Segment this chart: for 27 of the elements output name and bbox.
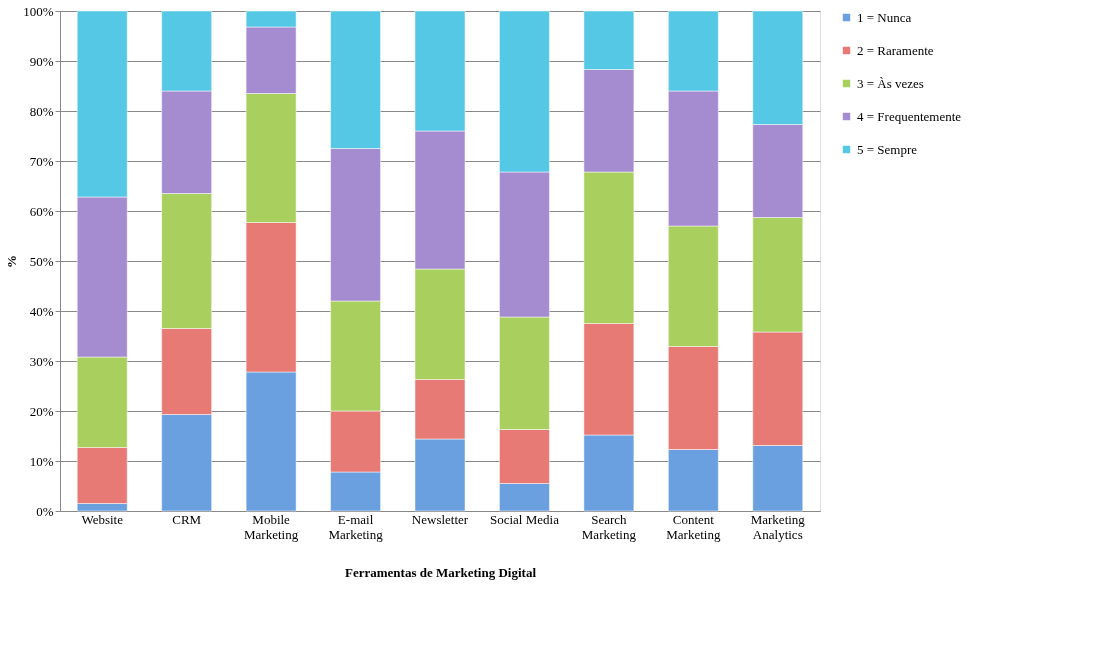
x-tick-label: E-mail Marketing xyxy=(328,511,384,542)
y-tick-label: 90% xyxy=(29,53,54,69)
x-tick-label: Content Marketing xyxy=(666,511,721,542)
y-tick-label: 20% xyxy=(29,403,54,419)
x-tick-label: Mobile Marketing xyxy=(244,511,299,542)
legend-label: 2 = Raramente xyxy=(857,42,934,58)
x-tick-label: Newsletter xyxy=(411,511,469,527)
y-axis-title: % xyxy=(4,255,20,268)
y-tick-label: 30% xyxy=(29,353,54,369)
x-tick-label: Social Media xyxy=(489,511,560,527)
y-tick-label: 0% xyxy=(36,503,54,519)
y-tick-label: 40% xyxy=(29,303,54,319)
y-tick-label: 60% xyxy=(29,203,54,219)
y-tick-label: 10% xyxy=(29,453,54,469)
x-axis-title: Ferramentas de Marketing Digital xyxy=(345,564,537,580)
x-tick-label: Marketing Analytics xyxy=(750,511,806,542)
x-tick-label: Website xyxy=(81,511,124,527)
y-tick-label: 100% xyxy=(23,3,54,19)
y-tick-label: 70% xyxy=(29,153,54,169)
legend-label: 4 = Frequentemente xyxy=(857,108,962,124)
legend-label: 3 = Às vezes xyxy=(857,75,924,91)
x-tick-label: CRM xyxy=(172,511,202,527)
x-tick-label: Search Marketing xyxy=(581,511,637,542)
legend-label: 5 = Sempre xyxy=(857,141,918,157)
y-tick-label: 80% xyxy=(29,103,54,119)
y-tick-label: 50% xyxy=(29,253,54,269)
legend-label: 1 = Nunca xyxy=(857,9,912,25)
